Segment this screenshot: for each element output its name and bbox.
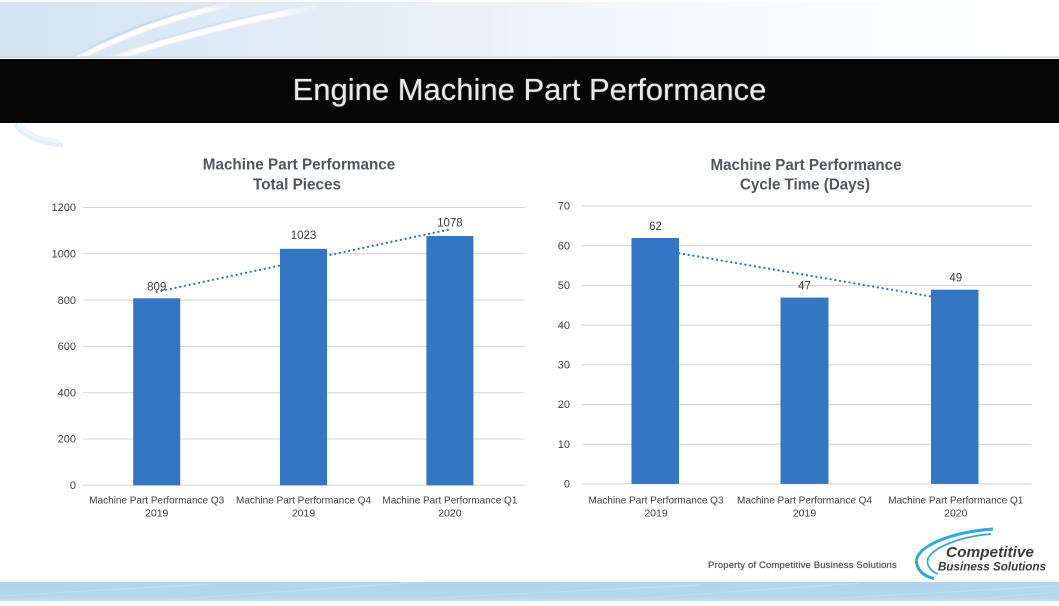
svg-text:Machine Part Performance Q3: Machine Part Performance Q3 bbox=[589, 495, 724, 507]
svg-text:1000: 1000 bbox=[52, 249, 76, 261]
svg-text:Competitive: Competitive bbox=[946, 544, 1034, 561]
svg-text:Cycle Time (Days): Cycle Time (Days) bbox=[740, 177, 870, 194]
svg-text:Total Pieces: Total Pieces bbox=[253, 177, 341, 194]
svg-text:1200: 1200 bbox=[52, 202, 76, 214]
svg-text:Machine Part Performance Q3: Machine Part Performance Q3 bbox=[89, 495, 224, 507]
svg-text:Machine Part Performance: Machine Part Performance bbox=[203, 156, 396, 173]
svg-text:2019: 2019 bbox=[793, 508, 817, 520]
svg-text:400: 400 bbox=[58, 387, 76, 399]
svg-text:50: 50 bbox=[558, 280, 570, 292]
svg-text:2020: 2020 bbox=[438, 508, 462, 520]
svg-text:10: 10 bbox=[558, 439, 570, 451]
svg-text:60: 60 bbox=[558, 240, 570, 252]
svg-text:2019: 2019 bbox=[644, 508, 668, 520]
svg-text:1078: 1078 bbox=[437, 218, 463, 230]
svg-text:0: 0 bbox=[564, 479, 570, 491]
svg-text:62: 62 bbox=[649, 221, 662, 233]
svg-text:200: 200 bbox=[58, 434, 76, 446]
svg-text:600: 600 bbox=[58, 341, 76, 353]
svg-text:2020: 2020 bbox=[944, 508, 968, 520]
svg-text:Business Solutions: Business Solutions bbox=[938, 561, 1046, 573]
svg-text:800: 800 bbox=[58, 295, 76, 307]
svg-text:40: 40 bbox=[558, 320, 570, 332]
svg-text:Machine Part Performance Q4: Machine Part Performance Q4 bbox=[737, 495, 872, 507]
svg-text:Machine Part Performance: Machine Part Performance bbox=[711, 157, 902, 174]
svg-text:1023: 1023 bbox=[291, 230, 317, 242]
svg-text:30: 30 bbox=[558, 360, 570, 372]
svg-text:20: 20 bbox=[558, 399, 570, 411]
svg-text:70: 70 bbox=[558, 201, 570, 213]
svg-text:Machine Part Performance Q1: Machine Part Performance Q1 bbox=[382, 495, 517, 507]
svg-text:809: 809 bbox=[147, 281, 166, 293]
svg-text:2019: 2019 bbox=[292, 508, 316, 520]
svg-text:Machine Part Performance Q4: Machine Part Performance Q4 bbox=[236, 495, 371, 507]
svg-text:49: 49 bbox=[949, 273, 962, 285]
svg-text:2019: 2019 bbox=[145, 508, 169, 520]
svg-text:Machine Part Performance Q1: Machine Part Performance Q1 bbox=[888, 495, 1023, 507]
svg-text:47: 47 bbox=[798, 281, 811, 293]
svg-text:0: 0 bbox=[70, 480, 76, 492]
